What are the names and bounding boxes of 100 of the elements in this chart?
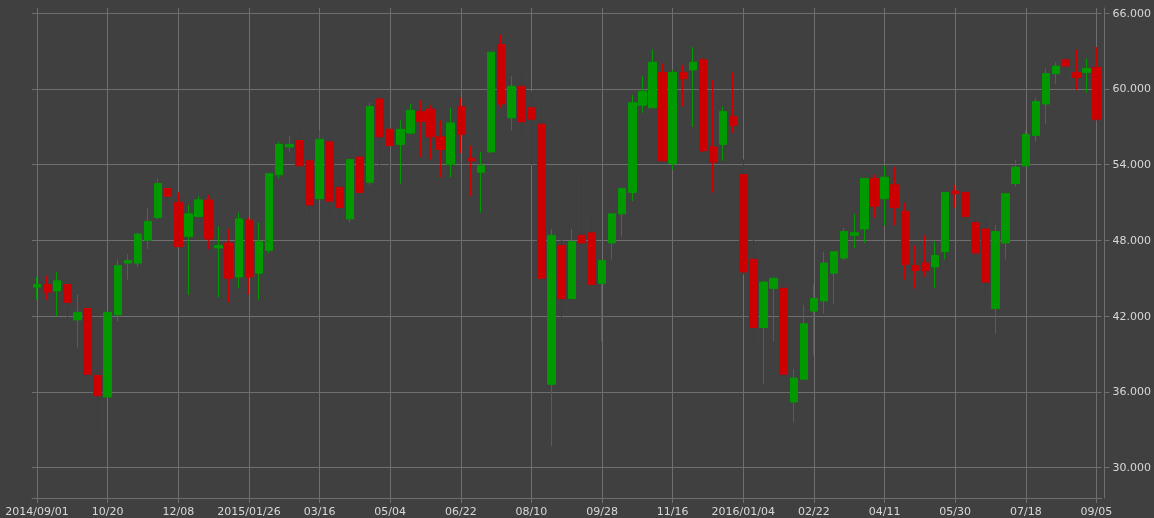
- candlestick: [144, 207, 152, 250]
- candlestick: [921, 234, 929, 278]
- candlestick: [658, 63, 667, 162]
- candlestick: [1062, 50, 1070, 82]
- candlestick: [477, 151, 485, 214]
- candlestick: [578, 175, 586, 246]
- candlestick: [457, 97, 465, 154]
- candlestick: [467, 145, 475, 197]
- candlestick: [204, 194, 213, 250]
- candlestick: [73, 294, 82, 349]
- candlestick: [850, 213, 859, 249]
- x-tick-label: 04/11: [868, 505, 901, 518]
- candlestick: [689, 46, 697, 128]
- x-tick-label: 07/18: [1009, 505, 1042, 518]
- candlestick: [951, 184, 959, 209]
- candlestick: [699, 58, 707, 153]
- x-tick-label: 2016/01/04: [711, 505, 776, 518]
- candlestick: [608, 213, 616, 260]
- candlestick: [386, 119, 394, 198]
- candlestick: [1052, 61, 1060, 85]
- candlestick: [598, 260, 606, 342]
- candlestick: [618, 186, 626, 238]
- x-tick-label: 03/16: [303, 505, 336, 518]
- x-tick-label: 11/16: [656, 505, 689, 518]
- candlestick: [33, 276, 41, 301]
- candlestick: [729, 71, 737, 134]
- candlestick: [214, 225, 223, 298]
- candlestick: [1082, 58, 1091, 94]
- x-tick-label: 06/22: [444, 505, 477, 518]
- candlestick: [1072, 49, 1081, 91]
- candlestick: [265, 172, 273, 254]
- candlestick: [1092, 46, 1101, 121]
- candlestick: [779, 267, 788, 382]
- candlestick: [800, 304, 808, 380]
- candlestick: [890, 166, 899, 226]
- candlestick: [911, 244, 919, 289]
- y-tick-label: 54.000: [1112, 158, 1152, 172]
- candlestick: [830, 251, 838, 305]
- candlestick: [790, 368, 798, 423]
- candlestick: [53, 271, 61, 317]
- y-tick-label: 42.000: [1112, 309, 1152, 323]
- candlestick: [376, 93, 384, 176]
- x-tick-label: 10/20: [91, 505, 124, 518]
- candlestick: [719, 106, 727, 162]
- candlestick: [931, 241, 939, 289]
- y-tick-label: 48.000: [1112, 233, 1152, 247]
- candlestick: [820, 251, 828, 315]
- candlestick: [709, 79, 717, 193]
- candlestick: [810, 284, 818, 356]
- candlestick: [870, 174, 879, 219]
- candlestick: [224, 228, 233, 303]
- x-tick-label: 02/22: [798, 505, 830, 518]
- candlestick: [63, 282, 72, 321]
- candlestick: [124, 253, 132, 281]
- candlestick: [164, 184, 172, 215]
- candlestick: [941, 191, 949, 260]
- candlestick: [557, 234, 566, 323]
- candlestick: [356, 146, 364, 203]
- x-tick-label: 2014/09/01: [5, 505, 69, 518]
- candlestick: [568, 228, 576, 299]
- candlestick: [446, 107, 455, 178]
- candlestick: [275, 141, 283, 179]
- x-tick-label: 09/28: [586, 505, 618, 518]
- candlestick: [1022, 130, 1030, 167]
- candlestick: [880, 165, 889, 226]
- candlestick: [315, 130, 324, 201]
- candlestick: [547, 228, 556, 447]
- candlestick: [840, 227, 848, 262]
- candlestick: [134, 232, 142, 268]
- candlestick: [235, 212, 243, 289]
- y-tick-label: 30.000: [1112, 461, 1152, 475]
- candlestick: [668, 69, 677, 171]
- candlestick: [154, 177, 162, 220]
- y-tick-label: 36.000: [1112, 385, 1152, 399]
- candlestick: [103, 310, 112, 399]
- x-tick-label: 08/10: [515, 505, 548, 518]
- x-tick-label: 09/05: [1080, 505, 1113, 518]
- y-tick-label: 60.000: [1112, 82, 1152, 96]
- candlestick: [487, 51, 495, 153]
- candlestick: [346, 159, 354, 224]
- candlestick: [174, 191, 183, 248]
- candlestick: [43, 275, 51, 301]
- x-tick-label: 2015/01/26: [217, 505, 281, 518]
- candlestick: [83, 303, 92, 376]
- candlestick: [961, 181, 970, 222]
- candlestick: [255, 222, 263, 301]
- candlestick: [245, 217, 253, 296]
- candlestick: [1011, 159, 1020, 187]
- candlestick: [497, 34, 505, 109]
- candlestick: [588, 210, 596, 288]
- candlestick: [860, 177, 869, 244]
- candlestick: [285, 135, 294, 153]
- candlestick: [93, 364, 102, 437]
- candlestick: [901, 201, 909, 281]
- candlestick: [1032, 97, 1040, 143]
- candlestick: [366, 102, 374, 186]
- candlestick: [1042, 68, 1050, 125]
- x-tick-label: 05/30: [939, 505, 972, 518]
- candlestick: [507, 75, 516, 131]
- candlestick: [679, 64, 687, 108]
